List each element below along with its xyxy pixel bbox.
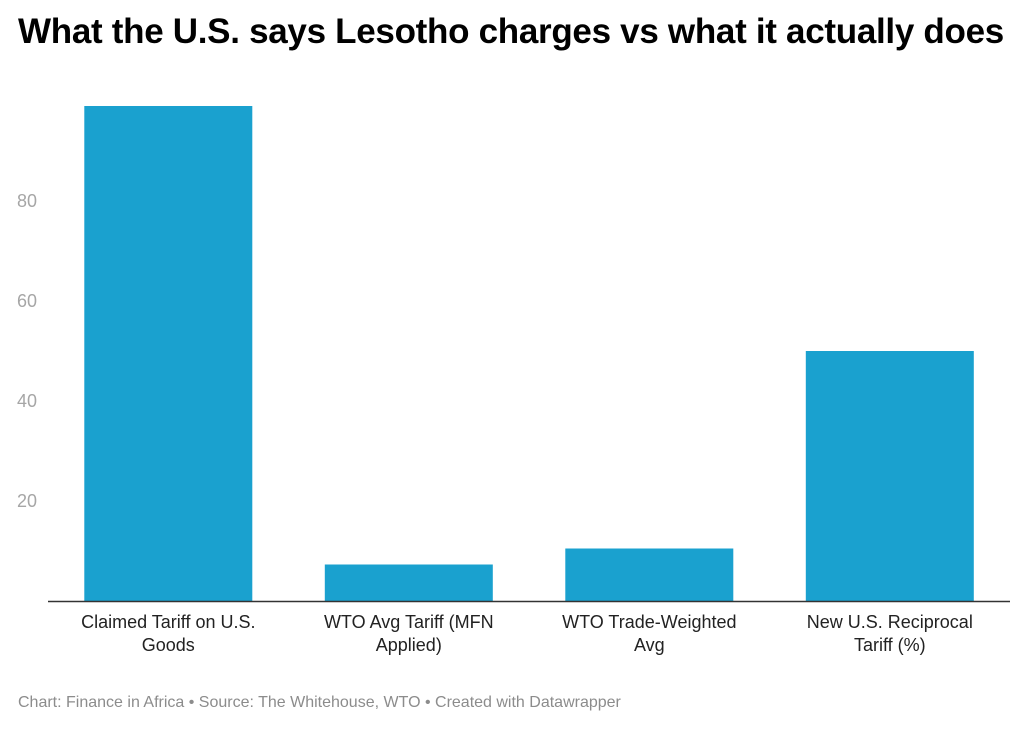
x-category-label-line: Claimed Tariff on U.S. [81, 612, 255, 632]
x-category-label-line: Goods [142, 635, 195, 655]
chart-title: What the U.S. says Lesotho charges vs wh… [18, 12, 1004, 51]
x-category-label: WTO Trade-Weighted Avg [562, 612, 736, 655]
x-category-label-line: Avg [634, 635, 665, 655]
bar [84, 106, 253, 601]
bar [324, 564, 493, 601]
bars [84, 106, 974, 601]
x-category-label-line: Tariff (%) [854, 635, 926, 655]
x-axis-labels: Claimed Tariff on U.S. Goods WTO Avg Tarif… [81, 612, 973, 655]
x-category-label: WTO Avg Tariff (MFN Applied) [324, 612, 494, 655]
y-tick-label: 80 [17, 191, 37, 211]
x-category-label: Claimed Tariff on U.S. Goods [81, 612, 255, 655]
y-tick-label: 40 [17, 391, 37, 411]
bar [805, 351, 974, 601]
y-tick-label: 60 [17, 291, 37, 311]
x-category-label-line: New U.S. Reciprocal [807, 612, 973, 632]
y-axis-ticks: 20 40 60 80 [17, 191, 37, 511]
x-category-label-line: WTO Trade-Weighted [562, 612, 736, 632]
y-tick-label: 20 [17, 491, 37, 511]
x-category-label-line: WTO Avg Tariff (MFN [324, 612, 494, 632]
bar [565, 548, 734, 601]
chart-footer: Chart: Finance in Africa • Source: The W… [18, 694, 621, 711]
x-category-label-line: Applied) [376, 635, 442, 655]
x-category-label: New U.S. Reciprocal Tariff (%) [807, 612, 973, 655]
